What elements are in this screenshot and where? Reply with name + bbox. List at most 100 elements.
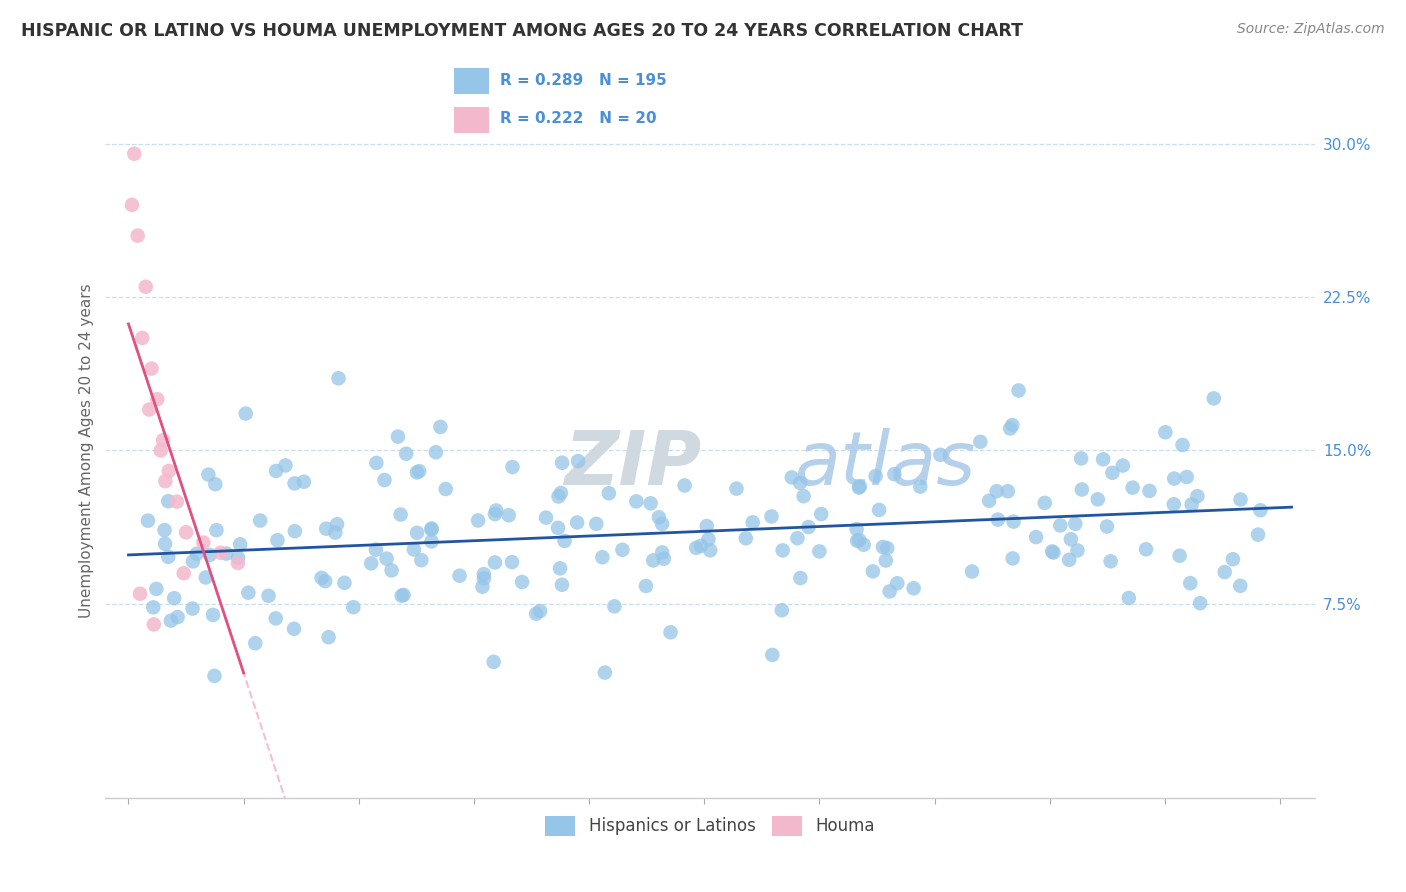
Point [131, 331, 153, 345]
Point [886, 576, 908, 591]
Point [127, 228, 149, 243]
Point [284, 524, 307, 538]
Point [969, 434, 991, 449]
Point [848, 481, 870, 495]
Point [364, 542, 387, 557]
Point [482, 655, 505, 669]
Point [215, 547, 238, 561]
Point [314, 574, 336, 588]
Point [315, 522, 337, 536]
Point [395, 447, 418, 461]
Point [1040, 544, 1063, 558]
Point [420, 523, 443, 537]
Point [1163, 471, 1185, 485]
Point [986, 484, 1008, 499]
Bar [454, 107, 489, 133]
Point [868, 503, 890, 517]
Point [696, 519, 718, 533]
Point [136, 514, 159, 528]
Point [373, 473, 395, 487]
Point [534, 510, 557, 524]
Point [193, 535, 215, 549]
Point [122, 146, 145, 161]
Point [226, 556, 249, 570]
Point [797, 520, 820, 534]
Point [149, 443, 172, 458]
Point [591, 550, 613, 565]
Point [283, 622, 305, 636]
Point [411, 553, 433, 567]
Point [392, 588, 415, 602]
Text: R = 0.289   N = 195: R = 0.289 N = 195 [501, 72, 668, 87]
Point [138, 402, 160, 417]
Point [1168, 549, 1191, 563]
Point [876, 541, 898, 555]
Point [157, 549, 180, 564]
Point [391, 589, 413, 603]
Point [640, 496, 662, 510]
Point [651, 516, 673, 531]
Point [699, 543, 721, 558]
Point [173, 566, 195, 581]
Point [197, 467, 219, 482]
Point [1049, 518, 1071, 533]
Point [547, 521, 569, 535]
Point [685, 541, 707, 555]
Point [725, 482, 748, 496]
Point [387, 429, 409, 443]
Point [848, 533, 870, 547]
Point [872, 540, 894, 554]
Point [879, 584, 901, 599]
Point [163, 591, 186, 606]
Point [1064, 516, 1087, 531]
Point [166, 610, 188, 624]
Point [903, 582, 925, 596]
Point [1154, 425, 1177, 440]
Point [786, 531, 808, 545]
Point [245, 636, 267, 650]
Point [612, 542, 634, 557]
Point [634, 579, 657, 593]
Point [1249, 503, 1271, 517]
Point [780, 470, 803, 484]
Point [875, 553, 897, 567]
Point [1189, 596, 1212, 610]
Point [1118, 591, 1140, 605]
Point [690, 539, 713, 553]
Point [142, 617, 165, 632]
Point [770, 603, 793, 617]
Point [1066, 543, 1088, 558]
Point [311, 571, 333, 585]
Point [342, 600, 364, 615]
Point [529, 604, 551, 618]
Point [789, 475, 811, 490]
Point [274, 458, 297, 473]
Point [603, 599, 626, 614]
Point [1229, 579, 1251, 593]
Point [883, 467, 905, 482]
Point [209, 546, 232, 560]
Point [257, 589, 280, 603]
Point [155, 474, 177, 488]
Point [264, 464, 287, 478]
Point [1135, 542, 1157, 557]
Bar [454, 68, 489, 94]
Point [1025, 530, 1047, 544]
Point [501, 555, 523, 569]
Point [910, 480, 932, 494]
Point [471, 580, 494, 594]
Point [146, 392, 169, 407]
Point [697, 533, 720, 547]
Point [1001, 418, 1024, 433]
Y-axis label: Unemployment Among Ages 20 to 24 years: Unemployment Among Ages 20 to 24 years [79, 283, 94, 618]
Point [1070, 483, 1092, 497]
Point [1001, 551, 1024, 566]
Point [547, 490, 569, 504]
Point [1060, 533, 1083, 547]
Point [381, 563, 404, 577]
Point [998, 421, 1021, 435]
Point [772, 543, 794, 558]
Point [375, 551, 398, 566]
Point [129, 587, 152, 601]
Text: ZIP: ZIP [565, 428, 702, 501]
